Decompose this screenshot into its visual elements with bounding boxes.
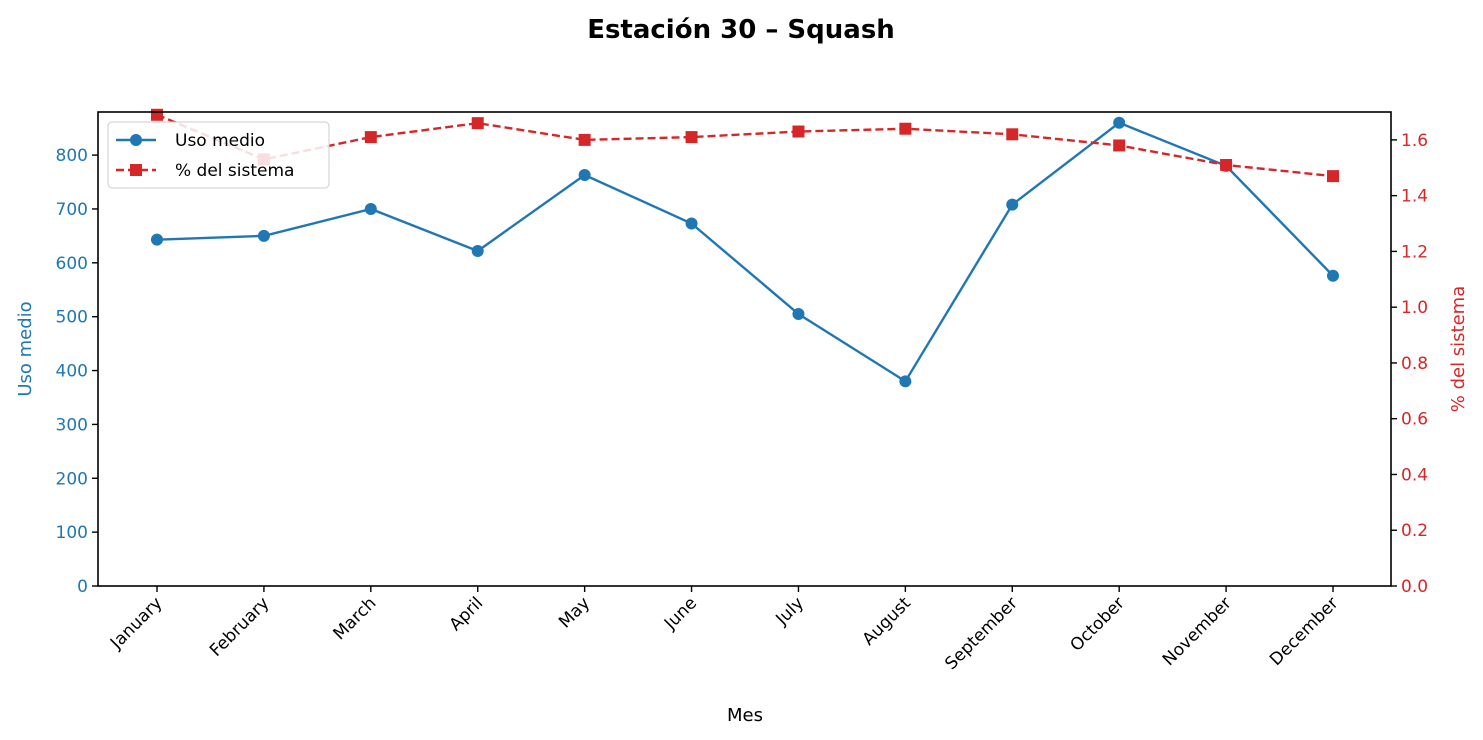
y-right-tick-label: 0.8 bbox=[1401, 354, 1428, 374]
series-1-point bbox=[685, 217, 698, 230]
legend-label-2: % del sistema bbox=[175, 161, 294, 181]
series-2-point bbox=[1220, 158, 1233, 171]
series-2-point bbox=[151, 108, 163, 121]
y-right-tick-label: 1.6 bbox=[1401, 131, 1428, 151]
y-right-tick-label: 1.0 bbox=[1401, 298, 1428, 318]
y-right-tick-label: 1.4 bbox=[1401, 187, 1428, 207]
legend-marker-2 bbox=[130, 164, 142, 176]
x-tick-label: September bbox=[941, 593, 1022, 674]
series-2-point bbox=[899, 122, 912, 135]
legend-marker-1 bbox=[130, 134, 142, 146]
series-1-point bbox=[1113, 116, 1126, 129]
y-left-tick-label: 600 bbox=[56, 254, 88, 274]
x-tick-label: October bbox=[1066, 593, 1128, 655]
y-left-tick-label: 700 bbox=[56, 200, 88, 220]
x-tick-label: June bbox=[660, 593, 701, 634]
series-2-point bbox=[1113, 139, 1126, 152]
x-tick-label: July bbox=[772, 593, 808, 629]
y-left-tick-label: 400 bbox=[56, 362, 88, 382]
x-tick-label: January bbox=[106, 593, 166, 653]
series-1-point bbox=[257, 229, 270, 242]
series-line-1 bbox=[156, 121, 1334, 383]
x-tick-label: August bbox=[859, 593, 915, 649]
y-right-tick-label: 0.2 bbox=[1401, 521, 1428, 541]
y-right-tick-label: 0.6 bbox=[1401, 410, 1428, 430]
series-2-point bbox=[792, 125, 805, 138]
series-1-point bbox=[1327, 269, 1339, 282]
x-tick-label: February bbox=[206, 593, 273, 660]
x-tick-label: March bbox=[330, 593, 381, 644]
series-2-point bbox=[471, 117, 484, 130]
y-right-tick-label: 1.2 bbox=[1401, 242, 1428, 262]
series-2-point bbox=[364, 131, 377, 144]
chart-title: Estación 30 – Squash bbox=[587, 15, 895, 45]
y-right-tick-label: 0.0 bbox=[1401, 577, 1428, 597]
y-left-tick-label: 100 bbox=[56, 523, 88, 543]
y-left-tick-label: 0 bbox=[77, 577, 88, 597]
series-1-point bbox=[364, 202, 377, 215]
series-2-point bbox=[1327, 170, 1339, 183]
series-2-point bbox=[578, 133, 591, 146]
y-right-tick-label: 0.4 bbox=[1401, 465, 1428, 485]
y-left-tick-label: 800 bbox=[56, 146, 88, 166]
series-1-point bbox=[471, 244, 484, 257]
y-right-axis-label: % del sistema bbox=[1448, 286, 1469, 413]
y-left-axis-label: Uso medio bbox=[15, 301, 36, 396]
x-tick-label: December bbox=[1266, 593, 1342, 669]
y-left-tick-label: 200 bbox=[56, 469, 88, 489]
legend: Uso medio % del sistema bbox=[107, 121, 330, 189]
y-left-tick-label: 300 bbox=[56, 415, 88, 435]
series-1-point bbox=[151, 233, 163, 246]
plot-frame bbox=[97, 111, 1392, 587]
x-axis-label: Mes bbox=[727, 705, 763, 726]
y-left-tick-label: 500 bbox=[56, 308, 88, 328]
series-1-point bbox=[1006, 198, 1019, 211]
plot-area: January February March April May June July Augu… bbox=[56, 108, 1428, 674]
x-tick-label: May bbox=[555, 593, 594, 632]
x-tick-label: April bbox=[446, 593, 488, 635]
series-2-point bbox=[685, 131, 698, 144]
series-line-2 bbox=[156, 113, 1334, 178]
series-2-point bbox=[1006, 128, 1019, 141]
series-1-point bbox=[578, 169, 591, 182]
x-tick-label: November bbox=[1159, 593, 1236, 670]
legend-label-1: Uso medio bbox=[175, 131, 265, 151]
legend-box bbox=[107, 121, 330, 189]
series-1-point bbox=[792, 307, 805, 320]
series-1-point bbox=[899, 375, 912, 388]
